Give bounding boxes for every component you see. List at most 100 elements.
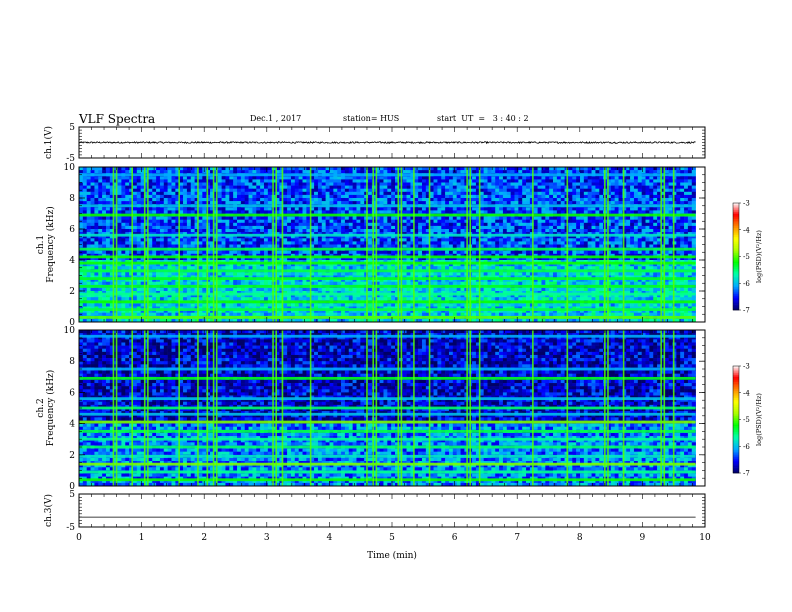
x-tick-label: 7	[514, 533, 520, 543]
ch1-spectrogram-band	[79, 315, 696, 319]
ch1-waveform-trace	[78, 140, 696, 145]
ch1-spectrogram-colorbar-tick-label: -3	[743, 200, 750, 208]
ch1-spectrogram-event	[212, 167, 215, 322]
x-tick-label: 1	[139, 533, 145, 543]
ch2-spectrogram-event	[115, 330, 118, 486]
ch1-spectrogram-ylabel2: Frequency (kHz)	[45, 206, 56, 283]
ch1-spectrogram-event	[131, 167, 134, 322]
ch2-spectrogram-event	[206, 330, 209, 486]
ch1-spectrogram-event	[275, 167, 277, 322]
ch2-spectrogram-event	[413, 330, 415, 486]
date-label: Dec.1 , 2017	[250, 114, 302, 123]
ch1-spectrogram-event	[663, 167, 666, 322]
x-tick-label: 6	[452, 533, 458, 543]
ch2-spectrogram-event	[469, 330, 472, 486]
ch2-spectrogram-event	[275, 330, 277, 486]
figure-title: VLF Spectra	[79, 112, 156, 126]
ch2-spectrogram-band	[79, 454, 696, 458]
ch2-spectrogram-event	[143, 330, 146, 486]
ch1-spectrogram-event	[366, 167, 368, 322]
ch2-spectrogram-image	[79, 330, 696, 487]
ch2-spectrogram-event	[215, 330, 218, 486]
y-tick-label: 6	[69, 388, 75, 398]
ch1-waveform-ylabel: ch.1(V)	[43, 126, 54, 159]
ch1-spectrogram-event	[400, 167, 403, 322]
ch2-spectrogram-event	[672, 330, 675, 486]
ch2-spectrogram-event	[466, 330, 468, 486]
y-tick-label: 6	[69, 225, 75, 235]
ch2-spectrogram-event	[131, 330, 134, 486]
ch1-spectrogram-colorbar-tick-label: -7	[743, 307, 750, 315]
ch1-spectrogram-event	[607, 167, 609, 322]
ch2-spectrogram-colorbar-tick-label: -4	[743, 389, 750, 397]
ch1-spectrogram-band	[79, 269, 696, 273]
ch2-spectrogram-event	[532, 330, 534, 486]
ch1-spectrogram-band	[79, 284, 696, 288]
ch1-spectrogram-event	[281, 167, 284, 322]
ch2-spectrogram-event	[660, 330, 662, 486]
ch1-spectrogram-event	[466, 167, 468, 322]
ch2-spectrogram-band	[79, 367, 696, 371]
ch1-spectrogram-colorbar-tick-label: -5	[743, 253, 750, 261]
ch2-spectrogram-event	[604, 330, 606, 486]
y-tick-label: 0	[69, 318, 75, 328]
ch3-waveform-ylabel: ch.3(V)	[43, 494, 54, 527]
ch2-spectrogram-event	[663, 330, 666, 486]
x-tick-label: 2	[201, 533, 207, 543]
ch2-spectrogram-band	[79, 397, 696, 401]
y-tick-label: 5	[69, 123, 75, 133]
y-tick-label: 4	[69, 256, 75, 266]
ch2-spectrogram-event	[397, 330, 400, 486]
ch1-spectrogram-event	[375, 167, 378, 322]
ch2-spectrogram-event	[197, 330, 199, 486]
ch2-spectrogram-event	[272, 330, 274, 486]
ch1-spectrogram-event	[672, 167, 675, 322]
ch2-spectrogram-band	[79, 334, 696, 338]
ch1-spectrogram-band	[79, 204, 696, 208]
ch1-spectrogram-colorbar	[733, 203, 739, 311]
x-tick-label: 3	[264, 533, 270, 543]
ch2-spectrogram-band	[79, 470, 696, 474]
ch1-spectrogram-band	[79, 255, 696, 259]
y-tick-label: -5	[66, 523, 75, 533]
ch1-spectrogram-event	[112, 167, 115, 322]
ch1-spectrogram-band	[79, 277, 696, 280]
ch2-spectrogram-band	[79, 376, 696, 380]
y-tick-label: 8	[69, 357, 75, 367]
ch1-spectrogram-event	[143, 167, 146, 322]
ch1-spectrogram-event	[478, 167, 481, 322]
station-label: station= HUS	[343, 114, 400, 123]
x-tick-label: 4	[327, 533, 333, 543]
ch2-spectrogram-band	[79, 437, 696, 441]
ch2-spectrogram-event	[622, 330, 625, 486]
ch2-spectrogram-event	[366, 330, 368, 486]
x-tick-label: 0	[76, 533, 82, 543]
ch1-spectrogram-event	[660, 167, 662, 322]
ch1-spectrogram-event	[147, 167, 149, 322]
ch2-spectrogram-event	[147, 330, 149, 486]
y-tick-label: 2	[69, 451, 75, 461]
y-tick-label: 8	[69, 194, 75, 204]
ch2-spectrogram-event	[212, 330, 215, 486]
y-tick-label: 0	[69, 482, 75, 492]
ch2-spectrogram-band	[79, 406, 696, 410]
y-tick-label: 4	[69, 420, 75, 430]
y-tick-label: -5	[66, 154, 75, 164]
ch1-spectrogram-event	[566, 167, 569, 322]
ch1-spectrogram-event	[604, 167, 606, 322]
y-tick-label: 5	[69, 490, 75, 500]
ch1-spectrogram-band	[79, 300, 696, 304]
ch2-spectrogram-band	[79, 478, 696, 482]
ch2-spectrogram-ylabel: ch.2	[36, 398, 46, 417]
ch2-spectrogram-band	[79, 412, 696, 416]
ch1-spectrogram-colorbar-tick-label: -4	[743, 226, 750, 234]
x-tick-label: 5	[389, 533, 395, 543]
ch1-spectrogram-event	[309, 167, 312, 322]
ch2-spectrogram-colorbar-label: log(PSD)(V²/Hz)	[755, 393, 763, 446]
ch1-spectrogram-event	[197, 167, 199, 322]
ch1-spectrogram-event	[206, 167, 209, 322]
ch2-spectrogram-band	[79, 420, 696, 424]
ch2-spectrogram-event	[112, 330, 115, 486]
ch1-spectrogram-event	[428, 167, 431, 322]
ch1-spectrogram-band	[79, 308, 696, 311]
